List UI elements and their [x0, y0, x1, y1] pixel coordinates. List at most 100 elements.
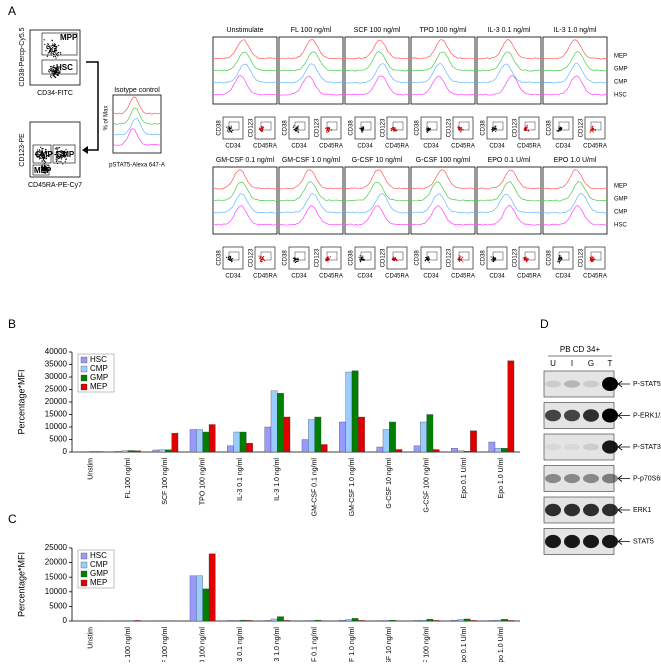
panel-label: D	[540, 317, 549, 331]
population-label: MEP	[614, 54, 627, 60]
population-label: GMP	[614, 67, 628, 73]
flow-dot	[51, 40, 52, 41]
bar	[165, 450, 171, 452]
dot-axis-label: CD34	[489, 144, 505, 150]
flow-dot	[263, 256, 264, 257]
dot-axis-label: CD123	[579, 118, 585, 137]
condition-title: Unstimulate	[227, 27, 264, 34]
bar	[358, 620, 364, 621]
bar	[265, 427, 271, 452]
flow-dot	[50, 68, 51, 69]
x-tick-label: FL 100 ng/ml	[125, 627, 132, 662]
blot-band	[583, 504, 599, 516]
flow-dot	[55, 77, 56, 78]
legend-swatch	[81, 375, 87, 381]
blot-band	[583, 409, 599, 421]
dot-plot	[355, 117, 375, 139]
gate	[427, 252, 437, 260]
bar	[246, 443, 252, 452]
dot-axis-label: CD34	[423, 144, 439, 150]
dot-axis-label: CD123	[249, 248, 255, 267]
y-tick-label: 15000	[45, 410, 68, 419]
legend-label: HSC	[90, 355, 107, 364]
flow-dot	[493, 259, 494, 260]
bar	[315, 620, 321, 621]
blot-band	[564, 444, 580, 450]
dot-axis-label: CD38	[547, 250, 553, 266]
dot-axis-label: CD45RA	[583, 274, 607, 280]
y-tick-label: 5000	[49, 435, 67, 444]
flow-dot	[52, 45, 53, 46]
legend-label: HSC	[90, 551, 107, 560]
bar	[451, 448, 457, 452]
flow-dot	[50, 51, 51, 52]
blot-band	[602, 409, 618, 423]
bar	[196, 576, 202, 621]
y-axis-label: Percentage*MFI	[16, 369, 26, 434]
flow-dot	[363, 127, 364, 128]
blot-band	[583, 535, 599, 548]
flow-dot	[47, 48, 48, 49]
dot-axis-label: CD38	[217, 120, 223, 136]
flow-dot	[526, 261, 527, 262]
flow-dot	[523, 128, 524, 129]
bar	[84, 452, 90, 453]
dot-axis-label: CD38	[547, 120, 553, 136]
dot-plot	[421, 117, 441, 139]
y-tick-label: 10000	[45, 422, 68, 431]
flow-dot	[43, 159, 44, 160]
flow-dot	[230, 131, 231, 132]
flow-dot	[593, 131, 594, 132]
flow-dot	[396, 259, 397, 260]
flow-dot	[227, 128, 228, 129]
flow-dot	[49, 69, 50, 70]
blot-band	[564, 380, 580, 388]
flow-dot	[59, 147, 60, 148]
gate-label: GMP	[56, 150, 75, 159]
bar	[159, 450, 165, 452]
bar	[414, 446, 420, 452]
x-tick-label: FL 100 ng/ml	[125, 458, 132, 499]
legend-swatch	[81, 384, 87, 390]
dot-axis-label: CD45RA	[583, 144, 607, 150]
flow-dot	[328, 256, 329, 257]
bar	[339, 422, 345, 452]
flow-dot	[49, 50, 50, 51]
flow-dot	[53, 66, 54, 67]
flow-dot	[591, 256, 592, 257]
flow-dot	[394, 258, 395, 259]
flow-dot	[593, 128, 594, 129]
flow-dot	[50, 69, 51, 70]
flow-dot	[359, 259, 360, 260]
bar	[271, 391, 277, 452]
flow-dot	[54, 76, 55, 77]
x-tick-label: IL-3 0.1 ng/ml	[237, 458, 244, 501]
x-tick-label: GM-CSF 1.0 ng/ml	[349, 458, 356, 517]
bar	[495, 620, 501, 621]
blot-title: PB CD 34+	[560, 345, 601, 354]
y-tick-label: 0	[63, 616, 68, 625]
histogram-box	[543, 37, 607, 104]
x-tick-label: Epo 1.0 U/ml	[498, 458, 505, 499]
dot-axis-label: CD45RA	[319, 274, 343, 280]
flow-dot	[591, 131, 592, 132]
bar	[190, 576, 196, 621]
dot-axis-label: CD38	[283, 120, 289, 136]
flow-dot	[53, 65, 54, 66]
y-tick-label: 25000	[45, 385, 68, 394]
population-label: CMP	[614, 80, 627, 86]
flow-dot	[55, 53, 56, 54]
flow-dot	[293, 127, 294, 128]
flow-dot	[261, 126, 262, 127]
dot-axis-label: CD34	[357, 274, 373, 280]
flow-dot	[54, 48, 55, 49]
gate-arrow	[86, 62, 98, 150]
x-tick-label: GM-CSF 0.1 ng/ml	[312, 458, 319, 517]
blot-band	[602, 474, 618, 484]
flow-dot	[559, 128, 560, 129]
legend-swatch	[81, 357, 87, 363]
legend-label: GMP	[90, 373, 108, 382]
flow-dot	[361, 131, 362, 132]
flow-dot	[393, 129, 394, 130]
x-tick-label: GM-CSF 0.1 ng/ml	[312, 627, 319, 662]
